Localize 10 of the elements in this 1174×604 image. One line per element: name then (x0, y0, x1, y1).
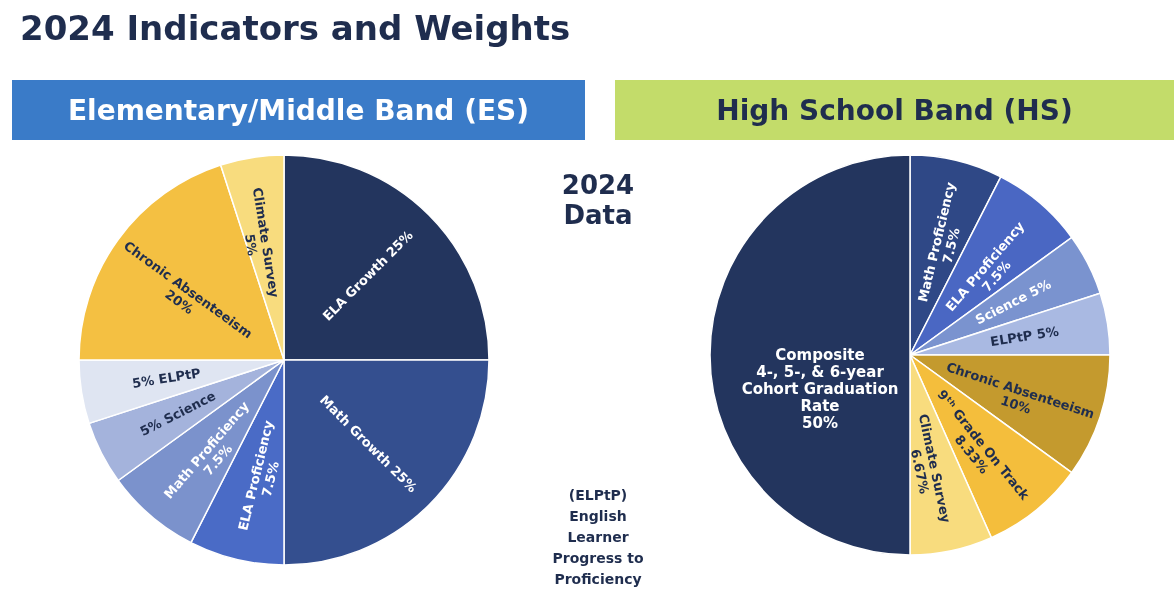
slice-label: Climate Survey 6.67% (907, 412, 954, 525)
slice-label: Climate Survey 5% (241, 186, 283, 300)
chart-title: Elementary/Middle Band (ES) (12, 80, 585, 140)
slice-label: Composite 4-, 5-, & 6-year Cohort Graduation Rate 50% (741, 346, 899, 432)
slice-label: 5% ELPtP (131, 365, 202, 391)
chart-title: High School Band (HS) (615, 80, 1174, 140)
slice-label: ELPtP 5% (989, 323, 1060, 350)
text: 2024 Data (560, 170, 636, 230)
text: 2024 Indicators and Weights (20, 8, 571, 48)
text: (ELPtP) English Learner Progress to Proficiency (551, 486, 645, 589)
